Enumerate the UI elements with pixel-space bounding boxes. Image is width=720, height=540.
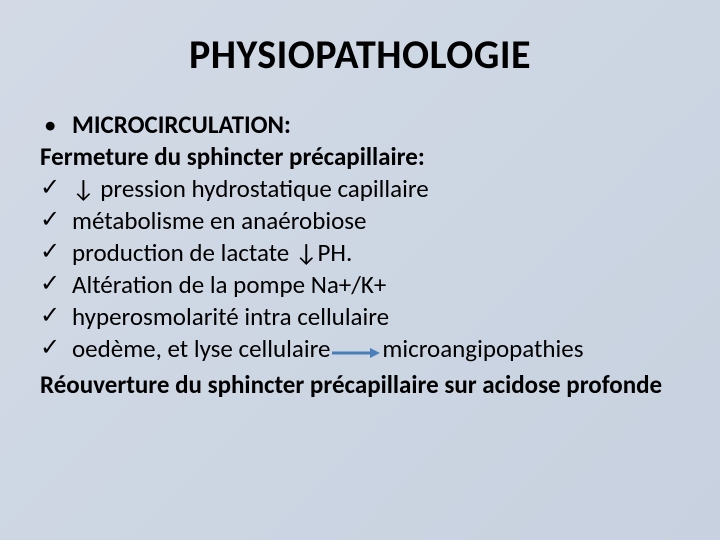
bullet-microcirculation: • MICROCIRCULATION:	[40, 109, 680, 141]
check-icon: ✓	[40, 205, 72, 236]
check-item-2: ✓ production de lactate ↓PH.	[40, 237, 680, 269]
subheading-fermeture: Fermeture du sphincter précapillaire:	[40, 141, 680, 173]
check-text: production de lactate ↓PH.	[72, 237, 352, 269]
check-text: hyperosmolarité intra cellulaire	[72, 301, 389, 333]
check-item-0: ✓ ↓ pression hydrostatique capillaire	[40, 173, 680, 205]
check-text: ↓ pression hydrostatique capillaire	[72, 173, 429, 205]
slide-title: PHYSIOPATHOLOGIE	[40, 30, 680, 79]
check-icon: ✓	[40, 333, 72, 364]
check-item-3: ✓ Altération de la pompe Na+/K+	[40, 269, 680, 301]
check-text-before: oedème, et lyse cellulaire	[72, 333, 330, 364]
check-item-1: ✓ métabolisme en anaérobiose	[40, 205, 680, 237]
check-text: Altération de la pompe Na+/K+	[72, 269, 386, 301]
bullet-text: MICROCIRCULATION:	[72, 109, 291, 141]
check-icon: ✓	[40, 173, 72, 204]
arrow-right-icon	[332, 335, 380, 367]
bullet-marker: •	[40, 109, 72, 141]
check-icon: ✓	[40, 269, 72, 300]
check-item-5: ✓ oedème, et lyse cellulaire microangipop…	[40, 333, 680, 367]
check-icon: ✓	[40, 301, 72, 332]
final-reouverture: Réouverture du sphincter précapillaire s…	[40, 369, 680, 401]
check-text: oedème, et lyse cellulaire microangipopat…	[72, 333, 583, 367]
check-icon: ✓	[40, 237, 72, 268]
check-item-4: ✓ hyperosmolarité intra cellulaire	[40, 301, 680, 333]
check-text-after: microangipopathies	[382, 333, 583, 364]
slide-content: • MICROCIRCULATION: Fermeture du sphinct…	[40, 109, 680, 401]
check-text: métabolisme en anaérobiose	[72, 205, 366, 237]
